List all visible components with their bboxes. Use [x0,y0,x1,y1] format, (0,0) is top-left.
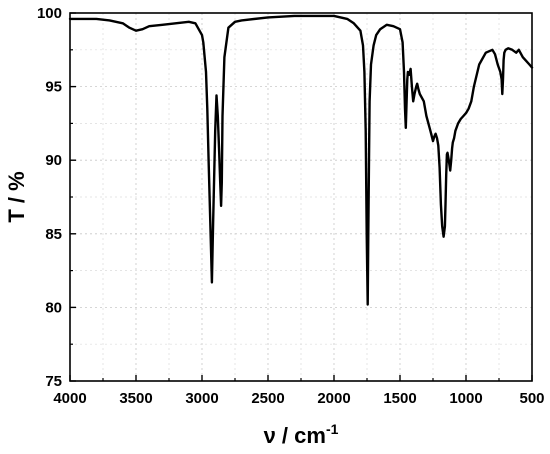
y-tick-label: 100 [37,5,62,22]
y-tick-label: 90 [45,152,62,169]
grid-lines [69,12,533,382]
x-axis-title: ν / cm-1 [264,421,339,448]
y-tick-label: 75 [45,373,62,390]
x-axis-title-superscript: -1 [326,421,339,437]
y-tick-label: 85 [45,226,62,243]
y-tick-label: 95 [45,79,62,96]
tick-marks [69,12,533,382]
x-tick-label: 2000 [317,390,350,407]
series-layer [68,14,534,306]
x-tick-label: 1500 [383,390,416,407]
x-tick-label: 500 [519,390,544,407]
y-tick-labels: 75 80 85 90 95 100 [37,5,62,390]
x-tick-label: 3000 [185,390,218,407]
x-tick-label: 2500 [251,390,284,407]
x-tick-label: 3500 [119,390,152,407]
y-axis-title: T / % [4,171,29,222]
x-tick-labels: 4000 3500 3000 2500 2000 1500 1000 500 [53,390,544,407]
x-axis-title-text: ν / cm [264,423,326,448]
x-tick-label: 4000 [53,390,86,407]
y-tick-label: 80 [45,299,62,316]
transmittance-series-line [68,14,534,306]
x-tick-label: 1000 [449,390,482,407]
